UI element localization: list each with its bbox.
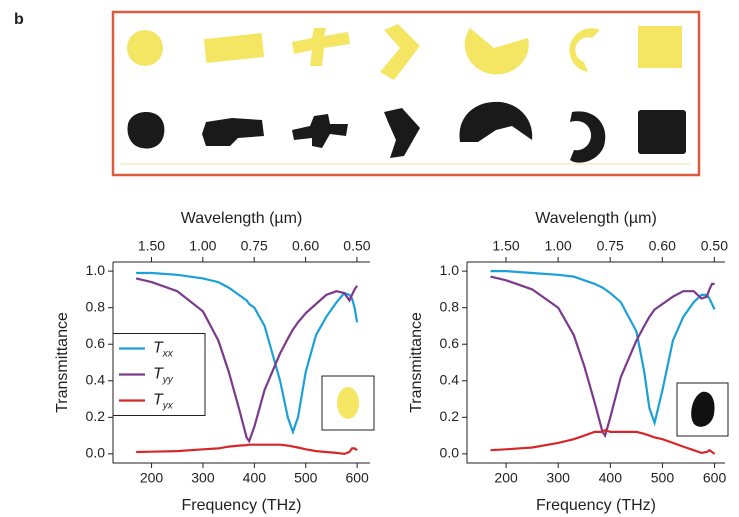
x2-tick-label: 0.60: [649, 238, 676, 254]
y-tick-label: 0.2: [440, 408, 460, 424]
x-axis-label: Frequency (THz): [181, 497, 301, 514]
inset-shape: [337, 387, 359, 419]
x-axis-label: Frequency (THz): [536, 497, 656, 514]
shape: [380, 24, 420, 80]
y-axis-label: Transmittance: [54, 312, 71, 413]
y-tick-label: 0.0: [86, 445, 106, 461]
y-tick-label: 0.8: [86, 298, 106, 314]
shape: [459, 102, 532, 142]
shape: [292, 28, 350, 66]
y-tick-label: 0.4: [86, 371, 106, 387]
shape: [292, 114, 348, 148]
shape: [128, 112, 165, 148]
x-tick-label: 400: [243, 470, 267, 486]
figure: b 0.0 0.2 0.4 0.6 0.8 1.0 200 300 400 500 600 1.50 1…: [0, 0, 739, 517]
yellow-shapes: [127, 24, 682, 80]
shapes-panel: [113, 12, 699, 175]
black-shapes: [128, 102, 686, 163]
y-tick-label: 0.2: [86, 408, 106, 424]
x2-tick-label: 1.00: [189, 238, 216, 254]
y-tick-label: 0.4: [440, 371, 460, 387]
x2-tick-label: 0.50: [343, 238, 370, 254]
y-tick-label: 0.6: [86, 335, 106, 351]
x-tick-label: 600: [345, 470, 369, 486]
y-tick-label: 0.0: [440, 445, 460, 461]
shape: [569, 28, 600, 72]
x2-tick-label: 1.50: [492, 238, 519, 254]
shape: [127, 30, 163, 66]
panel-label: b: [14, 11, 24, 28]
x2-tick-label: 1.50: [138, 238, 165, 254]
x-tick-label: 400: [599, 470, 623, 486]
x2-tick-label: 1.00: [544, 238, 571, 254]
shape: [638, 110, 686, 154]
x2-tick-label: 0.50: [701, 238, 728, 254]
inset: [322, 376, 374, 430]
series-line: [136, 445, 357, 454]
x2-axis-label: Wavelength (µm): [535, 210, 657, 227]
y-axis-label: Transmittance: [408, 312, 425, 413]
x-tick-label: 200: [140, 470, 164, 486]
x-tick-label: 500: [651, 470, 675, 486]
x-tick-label: 500: [294, 470, 318, 486]
shape: [202, 118, 264, 146]
y-tick-label: 1.0: [440, 262, 460, 278]
y-tick-label: 0.8: [440, 298, 460, 314]
inset: [677, 383, 728, 436]
x-tick-label: 200: [494, 470, 518, 486]
x2-axis-label: Wavelength (µm): [181, 210, 303, 227]
shape: [570, 111, 605, 162]
x-tick-label: 300: [191, 470, 215, 486]
y-tick-label: 1.0: [86, 262, 106, 278]
shape: [638, 26, 682, 68]
x-tick-label: 300: [547, 470, 571, 486]
shape: [384, 108, 420, 158]
x2-tick-label: 0.60: [292, 238, 319, 254]
x2-tick-label: 0.75: [241, 238, 268, 254]
shape: [204, 33, 264, 63]
x-tick-label: 600: [703, 470, 727, 486]
x2-tick-label: 0.75: [597, 238, 624, 254]
shape: [465, 28, 529, 74]
y-tick-label: 0.6: [440, 335, 460, 351]
